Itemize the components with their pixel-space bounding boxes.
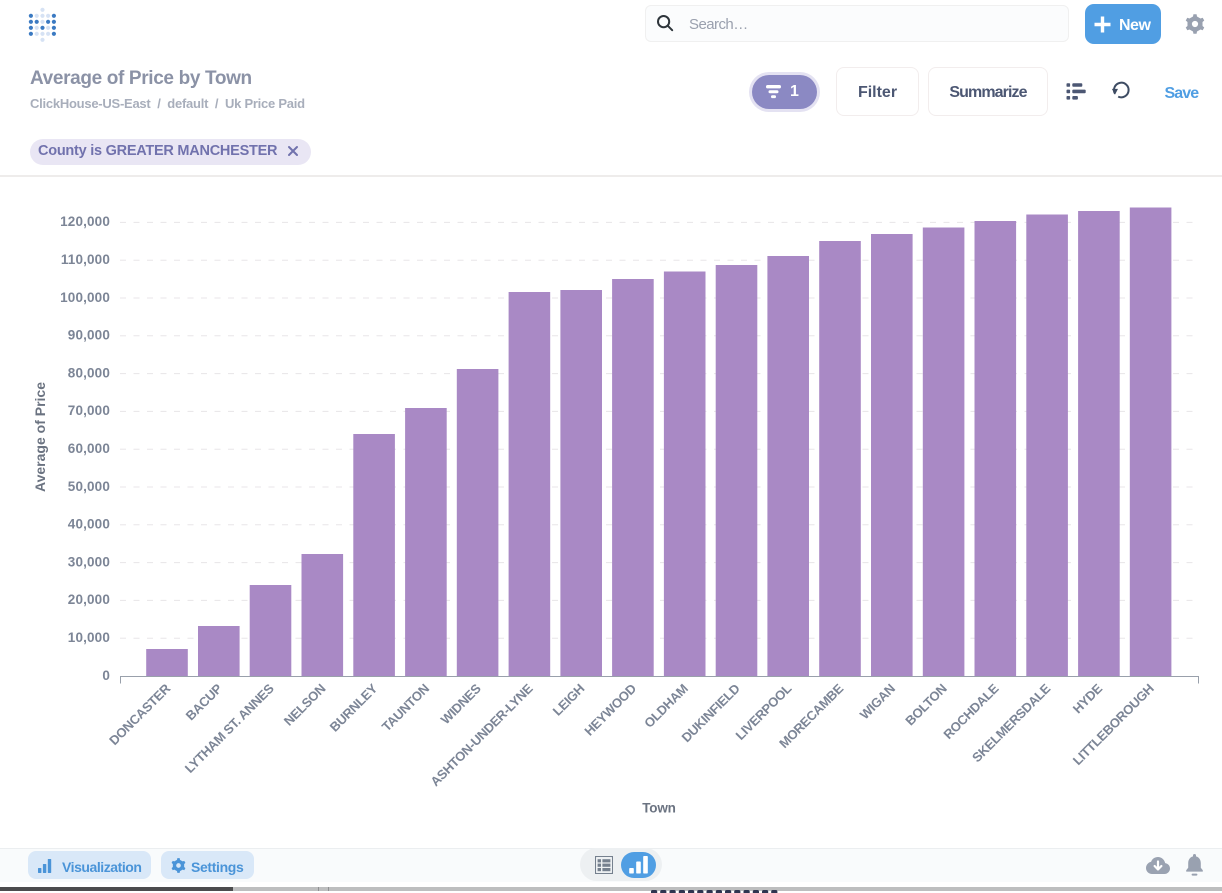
svg-text:60,000: 60,000 bbox=[68, 441, 110, 456]
svg-text:100,000: 100,000 bbox=[60, 290, 110, 305]
svg-text:NELSON: NELSON bbox=[281, 681, 329, 729]
svg-text:TAUNTON: TAUNTON bbox=[379, 681, 432, 734]
svg-text:BOLTON: BOLTON bbox=[902, 681, 949, 728]
svg-text:HYDE: HYDE bbox=[1070, 681, 1106, 717]
svg-text:HEYWOOD: HEYWOOD bbox=[581, 681, 639, 739]
svg-text:50,000: 50,000 bbox=[68, 479, 110, 494]
svg-text:WIDNES: WIDNES bbox=[438, 681, 485, 728]
svg-text:OLDHAM: OLDHAM bbox=[641, 681, 691, 731]
svg-text:20,000: 20,000 bbox=[68, 592, 110, 607]
svg-text:90,000: 90,000 bbox=[68, 328, 110, 343]
svg-text:ASHTON-UNDER-LYNE: ASHTON-UNDER-LYNE bbox=[427, 681, 536, 790]
svg-text:40,000: 40,000 bbox=[68, 517, 110, 532]
svg-text:10,000: 10,000 bbox=[68, 630, 110, 645]
svg-text:Average of Price: Average of Price bbox=[32, 382, 48, 492]
svg-text:30,000: 30,000 bbox=[68, 554, 110, 569]
svg-text:LEIGH: LEIGH bbox=[550, 681, 588, 719]
svg-text:80,000: 80,000 bbox=[68, 365, 110, 380]
svg-text:BURNLEY: BURNLEY bbox=[327, 681, 381, 735]
svg-text:LYTHAM ST. ANNES: LYTHAM ST. ANNES bbox=[182, 681, 277, 776]
svg-text:70,000: 70,000 bbox=[68, 403, 110, 418]
svg-text:Town: Town bbox=[642, 801, 675, 816]
svg-text:WIGAN: WIGAN bbox=[857, 681, 898, 722]
svg-text:DONCASTER: DONCASTER bbox=[106, 680, 174, 748]
svg-text:110,000: 110,000 bbox=[61, 252, 110, 267]
svg-text:0: 0 bbox=[102, 668, 110, 683]
svg-text:BACUP: BACUP bbox=[183, 681, 226, 724]
svg-text:120,000: 120,000 bbox=[60, 214, 110, 229]
